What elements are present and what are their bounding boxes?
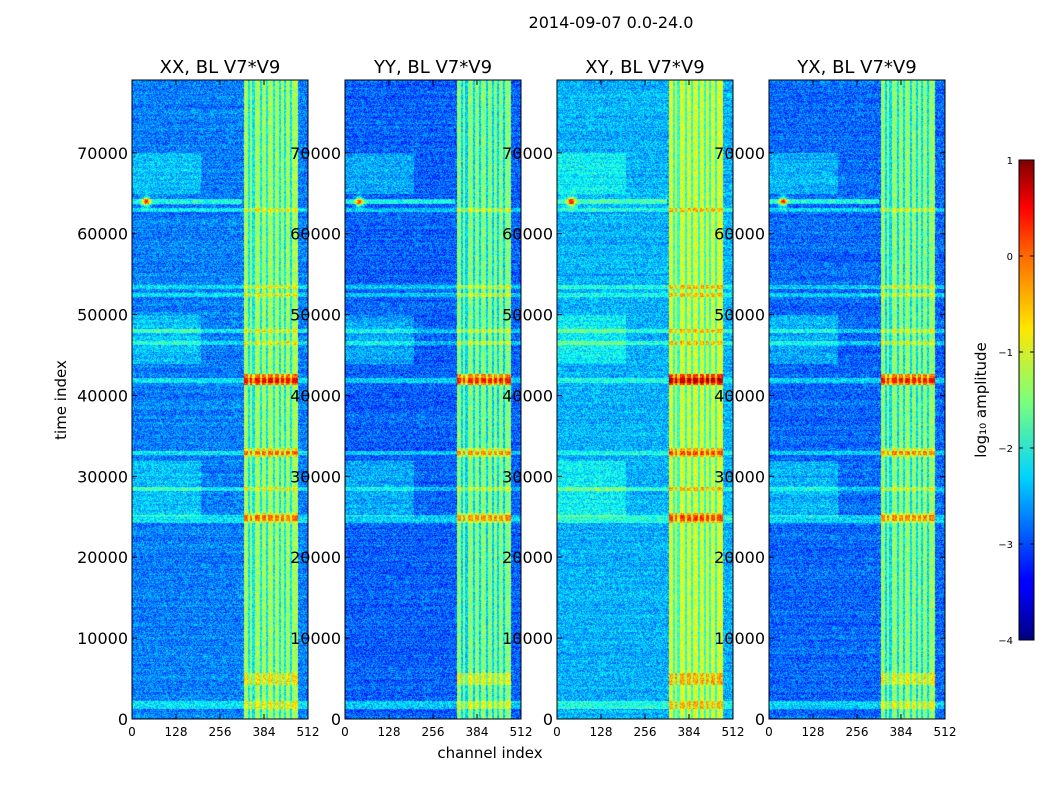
- colorbar-label: log₁₀ amplitude: [972, 342, 990, 457]
- heatmap-panel: XY, BL V7*V9 0 128 256 384 512 0 10000 20000 3000…: [502, 57, 744, 739]
- x-tick-label: 128: [378, 725, 401, 739]
- y-tick-label: 30000: [290, 467, 341, 486]
- colorbar-tick-label: −1: [998, 348, 1013, 359]
- y-tick-label: 0: [543, 710, 553, 729]
- y-tick-label: 40000: [290, 386, 341, 405]
- colorbar-tick-label: 0: [1007, 252, 1013, 263]
- y-tick-label: 70000: [77, 144, 128, 163]
- x-tick-label: 128: [802, 725, 825, 739]
- x-tick-label: 256: [846, 725, 869, 739]
- heatmap-image: [557, 80, 733, 719]
- y-tick-label: 40000: [77, 386, 128, 405]
- y-tick-label: 0: [331, 710, 341, 729]
- x-tick-label: 0: [553, 725, 561, 739]
- y-tick-label: 20000: [502, 548, 553, 567]
- x-tick-label: 384: [678, 725, 701, 739]
- y-tick-label: 10000: [77, 629, 128, 648]
- y-tick-label: 40000: [502, 386, 553, 405]
- heatmap-image: [345, 80, 521, 719]
- y-tick-label: 10000: [290, 629, 341, 648]
- y-tick-label: 50000: [290, 306, 341, 325]
- x-tick-label: 0: [128, 725, 136, 739]
- x-tick-label: 512: [297, 725, 320, 739]
- heatmap-panels: XX, BL V7*V9 0 128 256 384 512 0 10000 20000 3000…: [77, 57, 956, 739]
- y-tick-label: 50000: [77, 306, 128, 325]
- y-tick-label: 10000: [502, 629, 553, 648]
- y-tick-label: 0: [755, 710, 765, 729]
- x-tick-label: 384: [466, 725, 489, 739]
- y-tick-label: 30000: [77, 467, 128, 486]
- y-tick-label: 20000: [77, 548, 128, 567]
- y-tick-label: 70000: [502, 144, 553, 163]
- y-tick-label: 10000: [714, 629, 765, 648]
- panel-title: YX, BL V7*V9: [796, 57, 916, 78]
- y-tick-label: 60000: [77, 225, 128, 244]
- heatmap-panel: YY, BL V7*V9 0 128 256 384 512 0 10000 20000 3000…: [290, 57, 532, 739]
- x-tick-label: 384: [253, 725, 276, 739]
- heatmap-image: [132, 80, 308, 719]
- colorbar-ticks: 1 0 −1 −2 −3 −4: [998, 156, 1034, 647]
- colorbar-tick-label: −2: [998, 444, 1013, 455]
- heatmap-image: [769, 80, 945, 719]
- y-tick-label: 70000: [290, 144, 341, 163]
- y-tick-label: 30000: [502, 467, 553, 486]
- y-tick-label: 30000: [714, 467, 765, 486]
- y-axis-label: time index: [52, 360, 70, 440]
- y-tick-label: 60000: [714, 225, 765, 244]
- x-tick-label: 256: [634, 725, 657, 739]
- panel-title: YY, BL V7*V9: [373, 57, 492, 78]
- heatmap-panel: XX, BL V7*V9 0 128 256 384 512 0 10000 20000 3000…: [77, 57, 319, 739]
- colorbar-tick-label: 1: [1007, 156, 1013, 167]
- colorbar: 1 0 −1 −2 −3 −4 log₁₀ amplitude: [972, 156, 1035, 647]
- x-axis-label: channel index: [437, 744, 542, 762]
- colorbar-tick-label: −4: [998, 636, 1013, 647]
- y-tick-label: 70000: [714, 144, 765, 163]
- x-tick-label: 0: [341, 725, 349, 739]
- y-tick-label: 20000: [290, 548, 341, 567]
- colorbar-gradient: [1018, 159, 1035, 641]
- x-tick-label: 512: [510, 725, 533, 739]
- y-tick-label: 50000: [502, 306, 553, 325]
- x-tick-label: 512: [934, 725, 957, 739]
- y-tick-label: 20000: [714, 548, 765, 567]
- x-tick-label: 384: [890, 725, 913, 739]
- x-tick-label: 256: [422, 725, 445, 739]
- y-tick-label: 60000: [502, 225, 553, 244]
- heatmap-panel: YX, BL V7*V9 0 128 256 384 512 0 10000 20000 3000…: [714, 57, 956, 739]
- x-tick-label: 0: [765, 725, 773, 739]
- figure-title: 2014-09-07 0.0-24.0: [529, 13, 694, 32]
- x-tick-label: 128: [590, 725, 613, 739]
- panel-title: XY, BL V7*V9: [585, 57, 704, 78]
- colorbar-tick-label: −3: [998, 540, 1013, 551]
- y-tick-label: 40000: [714, 386, 765, 405]
- x-tick-label: 128: [165, 725, 188, 739]
- x-tick-label: 256: [209, 725, 232, 739]
- y-tick-label: 0: [118, 710, 128, 729]
- panel-title: XX, BL V7*V9: [160, 57, 281, 78]
- x-tick-label: 512: [722, 725, 745, 739]
- y-tick-label: 60000: [290, 225, 341, 244]
- y-tick-label: 50000: [714, 306, 765, 325]
